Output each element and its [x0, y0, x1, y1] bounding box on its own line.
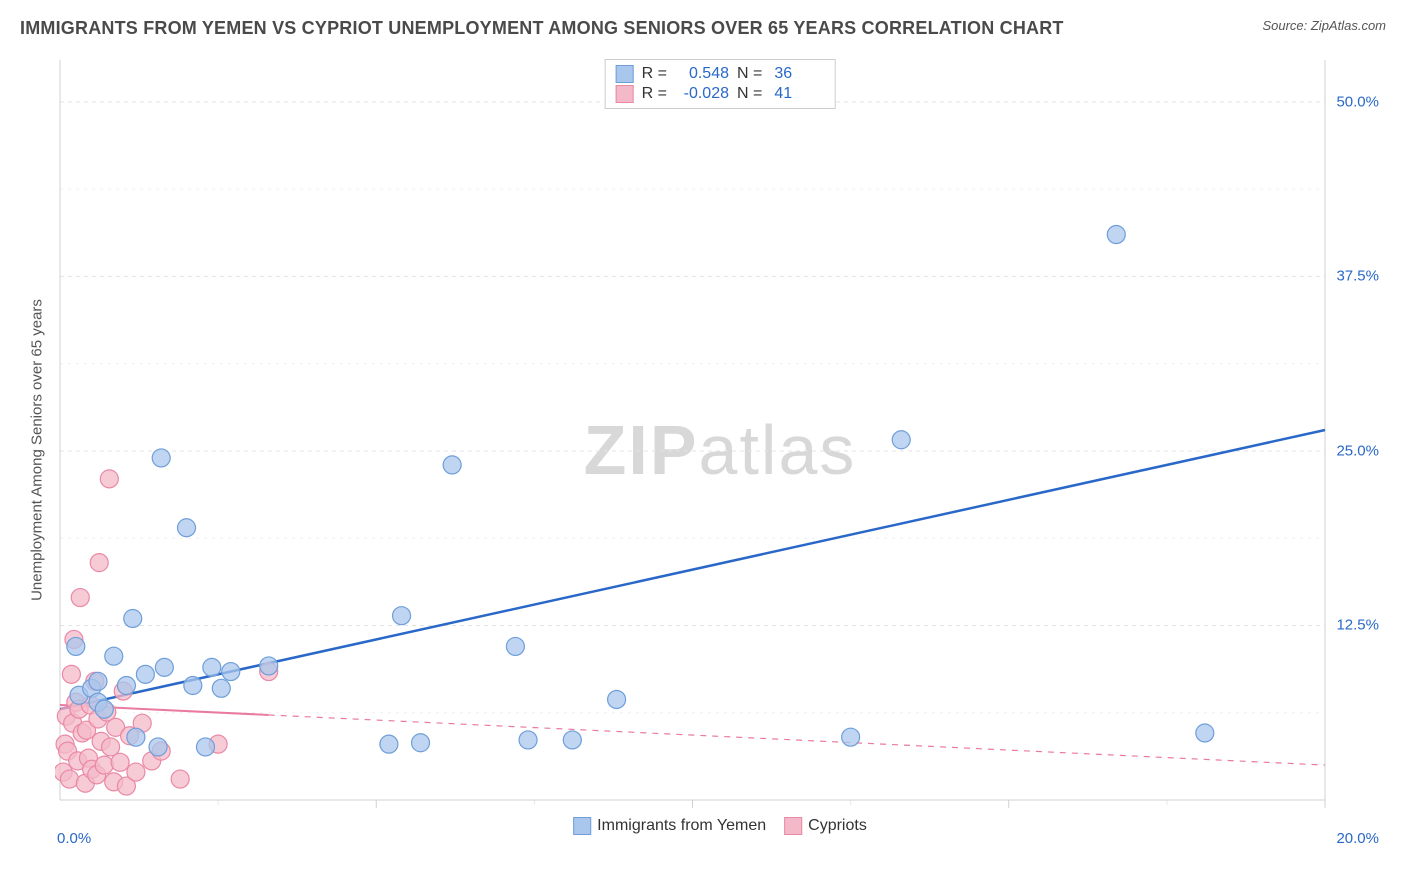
r-label: R = — [642, 85, 667, 103]
legend-item-1: Cypriots — [784, 817, 867, 835]
stats-row-series-0: R = 0.548 N = 36 — [616, 64, 825, 84]
swatch-series-0 — [616, 65, 634, 83]
chart-area: Unemployment Among Seniors over 65 years… — [55, 55, 1385, 845]
n-label: N = — [737, 65, 762, 83]
legend-label-0: Immigrants from Yemen — [597, 817, 766, 835]
legend-item-0: Immigrants from Yemen — [573, 817, 766, 835]
chart-title: IMMIGRANTS FROM YEMEN VS CYPRIOT UNEMPLO… — [20, 18, 1064, 39]
y-axis-label: Unemployment Among Seniors over 65 years — [29, 299, 46, 601]
r-value-1: -0.028 — [675, 85, 729, 103]
y-tick-label: 12.5% — [1336, 617, 1379, 634]
legend-swatch-1 — [784, 817, 802, 835]
source-label: Source: ZipAtlas.com — [1262, 18, 1386, 33]
r-label: R = — [642, 65, 667, 83]
n-value-0: 36 — [770, 65, 824, 83]
x-tick-max: 20.0% — [1336, 830, 1379, 847]
n-value-1: 41 — [770, 85, 824, 103]
legend-label-1: Cypriots — [808, 817, 867, 835]
swatch-series-1 — [616, 85, 634, 103]
scatter-plot — [55, 55, 1385, 845]
r-value-0: 0.548 — [675, 65, 729, 83]
y-tick-label: 50.0% — [1336, 93, 1379, 110]
series-legend: Immigrants from Yemen Cypriots — [573, 817, 867, 835]
header: IMMIGRANTS FROM YEMEN VS CYPRIOT UNEMPLO… — [20, 18, 1386, 39]
y-tick-label: 37.5% — [1336, 268, 1379, 285]
stats-row-series-1: R = -0.028 N = 41 — [616, 84, 825, 104]
legend-swatch-0 — [573, 817, 591, 835]
x-tick-min: 0.0% — [57, 830, 91, 847]
stats-legend: R = 0.548 N = 36 R = -0.028 N = 41 — [605, 59, 836, 109]
y-tick-label: 25.0% — [1336, 442, 1379, 459]
n-label: N = — [737, 85, 762, 103]
